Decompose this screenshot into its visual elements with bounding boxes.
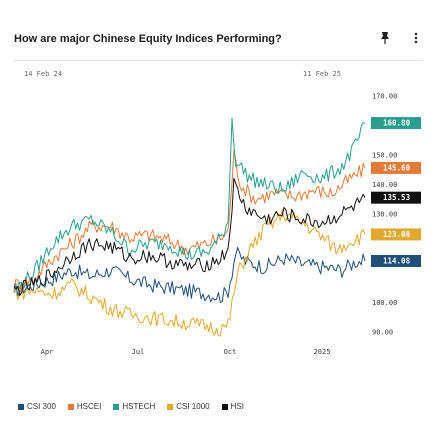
more-vertical-icon[interactable]	[411, 30, 421, 46]
legend-swatch-hstech	[113, 403, 120, 410]
legend-swatch-csi1000	[167, 403, 174, 410]
pin-icon[interactable]	[378, 30, 392, 46]
y-tick-label: 140.00	[372, 181, 397, 189]
range-end-date: 11 Feb 25	[303, 70, 341, 78]
legend-label-hsi: HSI	[230, 402, 244, 411]
value-tag-csi1000	[371, 228, 421, 241]
value-tag-hsi	[371, 191, 421, 204]
y-tick-label: 130.00	[372, 211, 397, 219]
range-start-date: 14 Feb 24	[24, 70, 62, 78]
legend-swatch-csi300	[18, 403, 24, 410]
x-tick-label: Apr	[41, 348, 54, 356]
y-tick-label: 170.00	[372, 92, 397, 100]
series-line-csi1000	[13, 209, 366, 337]
value-tag-label-csi300: 114.08	[383, 257, 411, 266]
y-tick-label: 150.00	[372, 151, 397, 159]
x-tick-label: 2025	[314, 348, 331, 356]
legend-item-hscei[interactable]: HSCEI	[67, 402, 102, 411]
value-tag-label-csi1000: 123.08	[383, 230, 411, 239]
series-line-hstech	[13, 117, 366, 293]
legend-swatch-hscei	[67, 403, 74, 410]
legend-swatch-hsi	[221, 403, 228, 410]
value-tag-hscei	[371, 161, 421, 174]
line-chart[interactable]: 170.00 150.00 140.00 130.00 100.00 90.00 Apr Ju…	[0, 80, 437, 380]
chart-title: How are major Chinese Equity Indices Per…	[14, 33, 282, 45]
legend-item-hsi[interactable]: HSI	[221, 402, 244, 411]
series-line-hscei	[13, 150, 366, 291]
header-divider	[14, 60, 423, 61]
value-tag-label-hscei: 145.60	[383, 163, 411, 172]
legend-label-hstech: HSTECH	[122, 402, 156, 411]
x-tick-label: Jul	[132, 348, 145, 356]
chart-legend: CSI 300 HSCEI HSTECH CSI 1000 HSI	[18, 402, 244, 411]
legend-item-hstech[interactable]: HSTECH	[113, 402, 155, 411]
value-tag-csi300	[371, 255, 421, 268]
series-line-hsi	[13, 177, 366, 296]
series-line-csi300	[13, 246, 366, 304]
y-tick-label: 100.00	[372, 299, 397, 307]
value-tag-label-hsi: 135.53	[383, 193, 411, 202]
value-tag-label-hstech: 160.80	[383, 119, 411, 128]
x-tick-label: Oct	[224, 348, 237, 356]
legend-label-csi1000: CSI 1000	[176, 402, 210, 411]
legend-item-csi1000[interactable]: CSI 1000	[167, 402, 210, 411]
value-tag-hstech	[371, 117, 421, 130]
legend-label-csi300: CSI 300	[27, 402, 56, 411]
y-tick-label: 90.00	[372, 329, 393, 337]
legend-item-csi300[interactable]: CSI 300	[18, 402, 56, 411]
legend-label-hscei: HSCEI	[76, 402, 102, 411]
